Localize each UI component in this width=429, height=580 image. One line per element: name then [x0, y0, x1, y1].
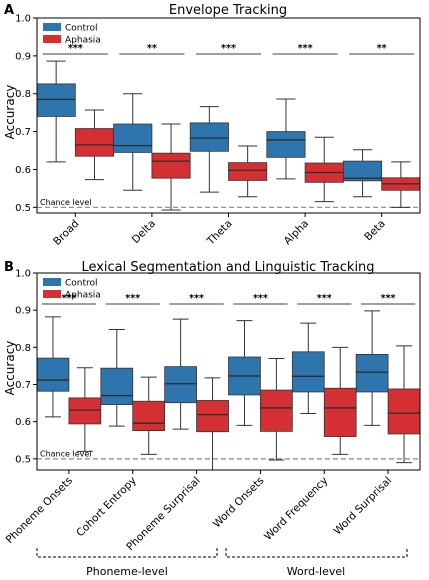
panel-a-ytick-label: 0.8: [15, 89, 31, 100]
panel-a-xtick-label: Broad: [51, 218, 81, 248]
panel-b-control-word-surprisal-box: [355, 354, 389, 393]
panel-a-control-broad-box: [36, 83, 76, 117]
panel-b-aphasia-phoneme-surprisal-box: [196, 400, 229, 433]
panel-b-aphasia-word-surprisal-box: [387, 388, 421, 435]
panel-b-sig-label: ***: [125, 293, 140, 304]
panel-b-legend-swatch: [43, 278, 61, 286]
panel-b-axes-frame: [36, 272, 421, 471]
panel-b-control-word-frequency-box: [291, 351, 325, 393]
panel-b-control-phoneme-surprisal-box: [164, 366, 197, 404]
panel-a-sig-label: ***: [68, 43, 83, 54]
panel-b-xtick-label: Word Onsets: [211, 475, 267, 531]
panel-b-legend: Control Aphasia: [43, 278, 101, 301]
panel-b-sig-label: ***: [317, 293, 332, 304]
panel-a-sig-label: **: [147, 43, 157, 54]
panel-b-ytick-label: 1.0: [15, 269, 31, 280]
panel-b-xtick-label: Word Surprisal: [331, 475, 394, 538]
panel-b-xtick-label: Phoneme Surprisal: [124, 475, 202, 553]
panel-b-sig-label: ***: [381, 293, 396, 304]
panel-b-xtick-label: Phoneme Onsets: [4, 475, 75, 546]
panel-b-ytick-label: 0.6: [15, 417, 31, 428]
panel-a-ytick-label: 1.0: [15, 14, 31, 25]
panel-b-aphasia-word-frequency-box: [323, 387, 357, 437]
panel-b-aphasia-phoneme-onsets-box: [68, 397, 102, 425]
panel-b-title: Lexical Segmentation and Linguistic Trac…: [81, 260, 374, 275]
panel-a-legend: Control Aphasia: [43, 23, 101, 46]
panel-a-title: Envelope Tracking: [169, 3, 287, 18]
panel-a-plot: 0.5 0.6 0.7 0.8 0.9 1.0 Chance level *** Broad **…: [15, 14, 421, 248]
panel-b-control-cohort-entropy-box: [100, 367, 134, 405]
panel-b-sig-label: ***: [253, 293, 268, 304]
panel-a-sig-label: ***: [221, 43, 236, 54]
panel-a-legend-label: Control: [65, 24, 98, 34]
panel-a-xtick-label: Beta: [362, 218, 388, 244]
panel-b-xtick-label: Word Frequency: [262, 475, 330, 543]
panel-a-aphasia-broad-box: [74, 128, 115, 157]
panel-a-sig-label: **: [377, 43, 387, 54]
panel-a-control-theta-box: [189, 122, 229, 152]
panel-a-ytick-label: 0.6: [15, 165, 31, 176]
panel-a-ytick-label: 0.5: [15, 203, 31, 214]
panel-b-legend-label: Control: [65, 279, 98, 289]
panel-b-sig-label: ***: [61, 293, 76, 304]
panel-b-sig-label: ***: [189, 293, 204, 304]
panel-a-chance-label: Chance level: [40, 198, 92, 207]
panel-a-ytick-label: 0.9: [15, 51, 31, 62]
panel-b-ylabel: Accuracy: [3, 341, 17, 396]
panel-a-axes-frame: [36, 17, 421, 214]
panel-a-letter: A: [4, 3, 14, 18]
panel-a-xtick-label: Delta: [130, 218, 158, 246]
panel-a-sig-label: ***: [298, 43, 313, 54]
panel-a-control-delta-box: [113, 123, 153, 153]
panel-b-ytick-label: 0.9: [15, 306, 31, 317]
panel-b-control-phoneme-onsets-box: [36, 357, 70, 392]
panel-a-aphasia-theta-box: [228, 162, 268, 181]
phoneme-level-label: Phoneme-level: [86, 565, 168, 578]
panel-a-xtick-label: Theta: [204, 218, 234, 248]
panel-a-legend-swatch: [43, 35, 61, 43]
word-level-bracket: [225, 548, 408, 558]
panel-b-legend-swatch: [43, 290, 61, 298]
panel-b-chance-label: Chance level: [40, 449, 92, 458]
panel-b-aphasia-cohort-entropy-box: [132, 400, 166, 431]
group-brackets: [36, 548, 408, 558]
panel-a-control-alpha-box: [266, 131, 306, 158]
panel-a-xtick-label: Alpha: [282, 218, 312, 248]
panel-b-plot: 0.5 0.6 0.7 0.8 0.9 1.0 Chance level *** Phoneme…: [4, 269, 421, 553]
panel-b-legend-label: Aphasia: [65, 291, 101, 301]
word-level-label: Word-level: [287, 565, 345, 578]
panel-b-ytick-label: 0.8: [15, 343, 31, 354]
panel-a-legend-swatch: [43, 23, 61, 31]
panel-a-legend-label: Aphasia: [65, 36, 101, 46]
panel-a-ytick-label: 0.7: [15, 127, 31, 138]
panel-a-ylabel: Accuracy: [3, 85, 17, 140]
panel-a-control-beta-box: [342, 160, 383, 182]
phoneme-level-bracket: [36, 548, 218, 558]
panel-b-aphasia-word-onsets-box: [260, 389, 293, 432]
panel-b-ytick-label: 0.5: [15, 454, 31, 465]
panel-a-aphasia-delta-box: [151, 152, 191, 179]
panel-b-xtick-label: Cohort Entropy: [74, 475, 139, 540]
panel-b-ytick-label: 0.7: [15, 380, 31, 391]
panel-b-letter: B: [4, 260, 14, 275]
